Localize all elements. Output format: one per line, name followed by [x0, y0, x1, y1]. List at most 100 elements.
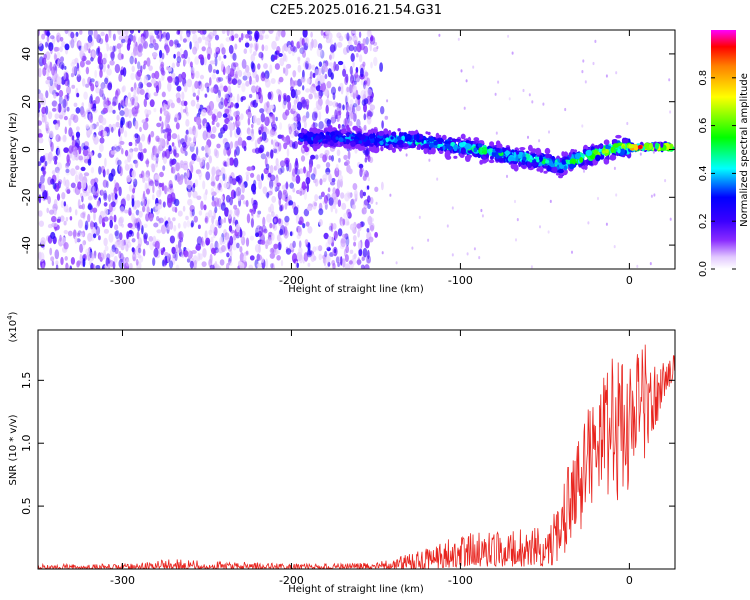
heatmap-sparse-speck — [473, 247, 476, 251]
heatmap-noise-speck — [192, 46, 198, 55]
heatmap-noise-speck — [128, 141, 133, 147]
heatmap-noise-speck — [52, 35, 56, 45]
heatmap-noise-speck — [125, 243, 129, 252]
heatmap-noise-speck — [76, 74, 82, 83]
heatmap-noise-speck — [354, 189, 358, 199]
heatmap-noise-speck — [57, 103, 62, 113]
heatmap-noise-speck — [188, 250, 193, 260]
heatmap-noise-speck — [61, 41, 66, 48]
heatmap-noise-speck — [272, 114, 275, 124]
heatmap-noise-speck — [146, 158, 149, 168]
heatmap-noise-speck — [273, 145, 280, 155]
heatmap-noise-speck — [68, 117, 72, 127]
heatmap-noise-speck — [333, 230, 338, 239]
heatmap-noise-speck — [199, 30, 204, 35]
heatmap-band-speck — [539, 155, 543, 162]
heatmap-noise-speck — [241, 59, 247, 69]
heatmap-noise-speck — [99, 87, 104, 98]
heatmap-noise-speck — [352, 204, 356, 210]
heatmap-noise-speck — [54, 160, 58, 165]
heatmap-noise-speck — [160, 250, 164, 256]
heatmap-band-speck — [397, 139, 404, 146]
heatmap-noise-speck — [133, 178, 138, 188]
heatmap-noise-speck — [83, 42, 89, 50]
heatmap-noise-speck — [249, 235, 255, 241]
heatmap-noise-speck — [324, 60, 329, 67]
heatmap-noise-speck — [277, 242, 282, 251]
heatmap-noise-speck — [183, 83, 188, 93]
heatmap-noise-speck — [69, 40, 72, 45]
colorbar-label: Normalized spectral amplitude — [739, 73, 750, 227]
heatmap-noise-speck — [61, 98, 66, 104]
heatmap-noise-speck — [91, 106, 96, 112]
heatmap-noise-speck — [250, 61, 255, 70]
heatmap-noise-speck — [56, 218, 61, 223]
heatmap-noise-speck — [137, 30, 141, 34]
heatmap-noise-speck — [126, 231, 129, 240]
snr-series-path — [38, 344, 675, 569]
heatmap-noise-speck — [63, 147, 69, 154]
heatmap-band-speck — [538, 162, 542, 167]
heatmap-noise-speck — [203, 204, 207, 211]
heatmap-noise-speck — [367, 215, 373, 226]
heatmap-noise-speck — [152, 194, 155, 201]
heatmap-noise-speck — [384, 115, 389, 120]
heatmap-noise-speck — [47, 176, 52, 186]
heatmap-noise-speck — [298, 247, 303, 255]
heatmap-noise-speck — [142, 121, 149, 131]
heatmap-noise-speck — [280, 166, 285, 174]
heatmap-band-speck — [552, 166, 558, 174]
heatmap-noise-speck — [180, 146, 186, 154]
heatmap-noise-speck — [346, 221, 350, 226]
heatmap-sparse-speck — [649, 262, 652, 266]
heatmap-noise-speck — [65, 262, 69, 269]
heatmap-noise-speck — [344, 94, 349, 104]
heatmap-noise-speck — [281, 45, 285, 54]
heatmap-sparse-speck — [669, 217, 672, 221]
heatmap-noise-speck — [113, 214, 117, 223]
heatmap-noise-speck — [141, 133, 146, 142]
heatmap-noise-speck — [210, 133, 216, 139]
heatmap-noise-speck — [70, 62, 76, 67]
heatmap-noise-speck — [313, 178, 317, 184]
heatmap-noise-speck — [303, 208, 310, 217]
heatmap-noise-speck — [60, 200, 65, 208]
heatmap-noise-speck — [178, 100, 183, 105]
heatmap-noise-speck — [38, 251, 42, 261]
heatmap-noise-speck — [279, 160, 286, 168]
heatmap-band-speck — [453, 144, 458, 152]
heatmap-noise-speck — [224, 93, 229, 100]
heatmap-noise-speck — [273, 243, 279, 250]
heatmap-noise-speck — [131, 65, 135, 73]
heatmap-noise-speck — [291, 116, 298, 122]
heatmap-noise-speck — [295, 95, 300, 104]
heatmap-noise-speck — [234, 33, 239, 39]
heatmap-noise-speck — [60, 256, 64, 266]
heatmap-noise-speck — [199, 158, 205, 167]
heatmap-noise-speck — [206, 86, 210, 93]
heatmap-noise-speck — [318, 90, 324, 97]
heatmap-band-speck — [585, 149, 593, 156]
heatmap-band-speck — [610, 146, 615, 154]
heatmap-noise-speck — [365, 36, 369, 46]
heatmap-noise-speck — [340, 237, 347, 248]
heatmap-noise-speck — [54, 166, 60, 174]
heatmap-noise-speck — [118, 164, 123, 173]
heatmap-noise-speck — [245, 64, 250, 73]
heatmap-noise-speck — [142, 31, 147, 41]
heatmap-sparse-speck — [626, 121, 629, 126]
heatmap-noise-speck — [173, 225, 177, 232]
heatmap-noise-speck — [360, 264, 365, 269]
heatmap-noise-speck — [358, 248, 363, 257]
heatmap-band-speck — [525, 153, 530, 161]
heatmap-noise-speck — [285, 248, 292, 255]
heatmap-noise-speck — [117, 164, 122, 174]
heatmap-noise-speck — [307, 242, 311, 252]
heatmap-noise-speck — [66, 86, 71, 95]
heatmap-noise-speck — [343, 64, 346, 70]
heatmap-noise-speck — [50, 256, 55, 262]
heatmap-noise-speck — [193, 215, 198, 223]
heatmap-noise-speck — [143, 223, 148, 228]
heatmap-noise-speck — [298, 168, 304, 174]
heatmap-band-speck — [346, 132, 350, 138]
